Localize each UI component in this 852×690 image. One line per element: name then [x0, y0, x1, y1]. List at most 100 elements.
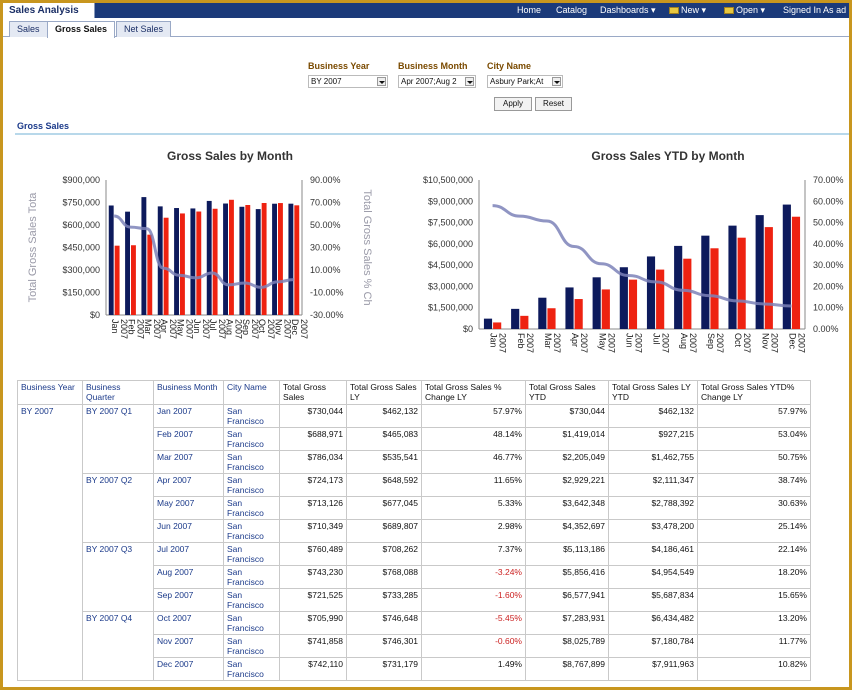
bar-current[interactable] — [511, 308, 520, 329]
bar-last-year[interactable] — [764, 227, 773, 329]
bar-current[interactable] — [272, 203, 277, 315]
business-month-cell[interactable]: Nov 2007 — [153, 634, 224, 658]
bar-current[interactable] — [190, 208, 196, 315]
business-month-cell[interactable]: Aug 2007 — [153, 565, 224, 589]
bar-current[interactable] — [701, 235, 710, 329]
business-month-cell[interactable]: Sep 2007 — [153, 588, 224, 612]
bar-last-year[interactable] — [520, 315, 529, 329]
business-month-select[interactable]: Apr 2007;Aug 2 — [398, 75, 476, 88]
bar-current[interactable] — [223, 203, 228, 315]
column-header[interactable]: Business Month — [153, 380, 224, 405]
bar-current[interactable] — [239, 206, 245, 315]
business-month-cell[interactable]: Jul 2007 — [153, 542, 224, 566]
bar-current[interactable] — [646, 256, 656, 329]
business-quarter-cell[interactable]: BY 2007 Q3 — [82, 542, 154, 612]
bar-last-year[interactable] — [212, 208, 218, 315]
gross-sales-ly-cell: $677,045 — [346, 496, 422, 520]
bar-last-year[interactable] — [229, 199, 234, 315]
bar-current[interactable] — [565, 287, 574, 329]
column-header[interactable]: Business Year — [17, 380, 83, 405]
bar-current[interactable] — [206, 200, 212, 315]
bar-last-year[interactable] — [628, 279, 638, 329]
bar-last-year[interactable] — [737, 237, 746, 329]
bar-last-year[interactable] — [294, 205, 300, 315]
bar-last-year[interactable] — [180, 213, 185, 315]
city-name-cell[interactable]: San Francisco — [223, 450, 280, 474]
column-header[interactable]: City Name — [223, 380, 280, 405]
city-name-cell[interactable]: San Francisco — [223, 634, 280, 658]
bar-current[interactable] — [174, 208, 179, 315]
pct-change-line[interactable] — [113, 214, 294, 289]
nav-home-link[interactable]: Home — [517, 5, 542, 15]
bar-current[interactable] — [674, 245, 683, 329]
bar-current[interactable] — [483, 318, 493, 329]
bar-last-year[interactable] — [147, 234, 153, 315]
nav-open-menu[interactable]: Open ▾ — [724, 3, 765, 18]
bar-current[interactable] — [255, 209, 261, 315]
city-name-cell[interactable]: San Francisco — [223, 496, 280, 520]
bar-last-year[interactable] — [547, 308, 556, 329]
business-year-select[interactable]: BY 2007 — [308, 75, 388, 88]
bar-last-year[interactable] — [196, 211, 202, 315]
bar-last-year[interactable] — [493, 322, 502, 329]
business-quarter-cell[interactable]: BY 2007 Q4 — [82, 611, 154, 681]
bar-current[interactable] — [125, 211, 130, 315]
bar-current[interactable] — [108, 205, 114, 315]
business-quarter-cell[interactable]: BY 2007 Q2 — [82, 473, 154, 543]
bar-last-year[interactable] — [710, 248, 719, 329]
city-name-cell[interactable]: San Francisco — [223, 519, 280, 543]
bar-last-year[interactable] — [261, 203, 267, 315]
nav-new-menu[interactable]: New ▾ — [669, 3, 706, 18]
city-name-cell[interactable]: San Francisco — [223, 542, 280, 566]
bar-current[interactable] — [157, 206, 163, 315]
bar-last-year[interactable] — [278, 203, 283, 315]
business-month-cell[interactable]: Jun 2007 — [153, 519, 224, 543]
city-name-cell[interactable]: San Francisco — [223, 588, 280, 612]
business-month-cell[interactable]: Apr 2007 — [153, 473, 224, 497]
business-quarter-cell[interactable]: BY 2007 Q1 — [82, 404, 154, 474]
bar-last-year[interactable] — [601, 289, 610, 329]
bar-last-year[interactable] — [114, 245, 120, 315]
bar-last-year[interactable] — [163, 217, 169, 315]
tab-sales[interactable]: Sales — [9, 21, 48, 37]
bar-last-year[interactable] — [683, 258, 692, 329]
bar-current[interactable] — [592, 277, 601, 329]
signed-in-status[interactable]: Signed In As ad — [783, 3, 846, 18]
business-month-cell[interactable]: Mar 2007 — [153, 450, 224, 474]
reset-button[interactable]: Reset — [535, 97, 572, 111]
business-month-cell[interactable]: Feb 2007 — [153, 427, 224, 451]
bar-current[interactable] — [755, 215, 764, 329]
city-name-select[interactable]: Asbury Park;At — [487, 75, 563, 88]
bar-last-year[interactable] — [131, 245, 136, 315]
bar-current[interactable] — [538, 297, 547, 329]
tab-net-sales[interactable]: Net Sales — [116, 21, 172, 37]
business-month-cell[interactable]: Oct 2007 — [153, 611, 224, 635]
city-name-cell[interactable]: San Francisco — [223, 611, 280, 635]
bar-current[interactable] — [619, 267, 628, 329]
tab-gross-sales[interactable]: Gross Sales — [47, 21, 116, 38]
column-header[interactable]: Business Quarter — [82, 380, 154, 405]
city-name-cell[interactable]: San Francisco — [223, 473, 280, 497]
business-month-cell[interactable]: May 2007 — [153, 496, 224, 520]
business-month-cell[interactable]: Jan 2007 — [153, 404, 224, 428]
bar-last-year[interactable] — [656, 269, 665, 329]
bar-last-year[interactable] — [791, 216, 801, 329]
nav-dashboards-menu[interactable]: Dashboards ▾ — [600, 3, 656, 18]
nav-catalog-link[interactable]: Catalog — [556, 5, 588, 15]
city-name-cell[interactable]: San Francisco — [223, 404, 280, 428]
business-year-cell[interactable]: BY 2007 — [17, 404, 83, 681]
bar-current[interactable] — [728, 225, 737, 329]
city-name-cell[interactable]: San Francisco — [223, 427, 280, 451]
nav-new-label: New — [681, 5, 700, 15]
bar-last-year[interactable] — [574, 299, 583, 329]
x-tick-month: Mar — [143, 319, 153, 335]
bar-last-year[interactable] — [245, 205, 251, 315]
city-name-cell[interactable]: San Francisco — [223, 565, 280, 589]
apply-button[interactable]: Apply — [494, 97, 532, 111]
bar-current[interactable] — [782, 204, 791, 329]
city-name-cell[interactable]: San Francisco — [223, 657, 280, 681]
bar-current[interactable] — [288, 203, 294, 315]
pct-change-line[interactable] — [492, 204, 792, 308]
bar-current[interactable] — [141, 197, 147, 315]
business-month-cell[interactable]: Dec 2007 — [153, 657, 224, 681]
